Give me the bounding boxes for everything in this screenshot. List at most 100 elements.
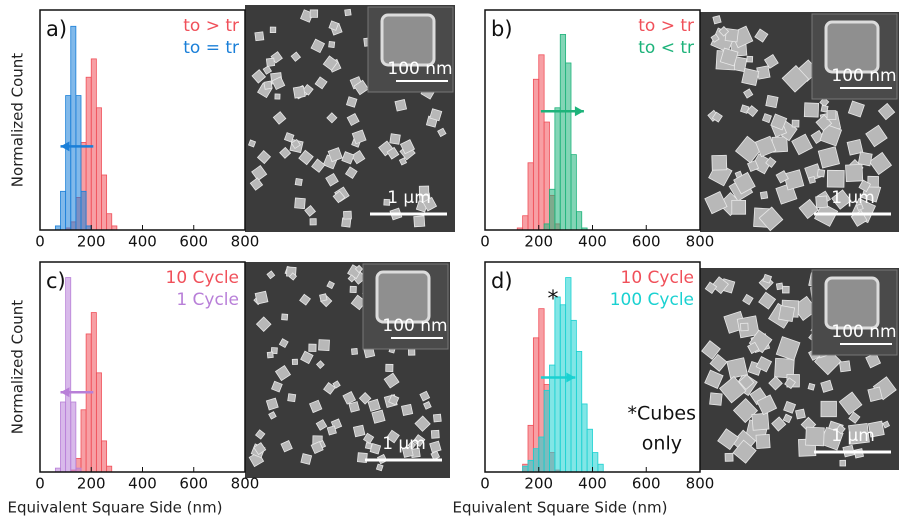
- x-tick-label: 0: [35, 475, 45, 493]
- particle: [752, 413, 769, 430]
- x-tick-label: 800: [231, 475, 260, 493]
- histogram-bar: [71, 26, 76, 230]
- histogram-bar: [582, 404, 587, 472]
- particle: [809, 177, 816, 184]
- sem-image: 100 nm1 μm: [700, 268, 899, 470]
- particle: [275, 94, 280, 99]
- histogram-bar: [66, 96, 71, 230]
- panel-label: a): [46, 17, 67, 41]
- histogram-bar: [544, 122, 549, 230]
- histogram-bar: [598, 464, 603, 472]
- histogram-bar: [593, 453, 598, 472]
- x-tick-label: 600: [179, 475, 208, 493]
- particle: [816, 196, 828, 208]
- annotation: only: [642, 433, 682, 455]
- particle: [353, 425, 365, 437]
- histogram-bar: [61, 402, 66, 472]
- inset-scale-label: 100 nm: [382, 316, 447, 336]
- x-tick-label: 200: [524, 475, 553, 493]
- particle: [827, 111, 836, 120]
- histogram-bar: [96, 108, 101, 230]
- inset-scale-label: 100 nm: [831, 322, 896, 342]
- particle: [796, 409, 806, 419]
- particle: [806, 427, 825, 446]
- particle: [264, 81, 272, 89]
- histogram-bar: [571, 155, 576, 230]
- particle: [395, 99, 407, 111]
- particle: [804, 103, 818, 117]
- particle: [319, 340, 330, 351]
- histogram-bar: [528, 460, 533, 472]
- x-tick-label: 400: [128, 475, 157, 493]
- histogram-bar: [61, 191, 66, 230]
- histogram-bar: [539, 437, 544, 472]
- particle: [782, 286, 789, 293]
- particle: [255, 291, 268, 304]
- x-tick-label: 400: [578, 475, 607, 493]
- particle: [376, 464, 383, 471]
- histogram-bar: [560, 34, 565, 230]
- histogram-bar: [528, 163, 533, 230]
- particle: [349, 402, 360, 413]
- particle: [292, 359, 297, 364]
- particle: [779, 306, 795, 322]
- particle: [818, 147, 839, 168]
- particle: [295, 198, 306, 209]
- panel-label: b): [491, 17, 513, 41]
- scale-label: 1 μm: [382, 434, 426, 454]
- x-tick-label: 600: [632, 233, 661, 251]
- histogram-bar: [587, 429, 592, 472]
- particle: [710, 393, 723, 406]
- sem-image: 100 nm1 μm: [245, 5, 455, 232]
- panel-label: c): [46, 269, 66, 293]
- particle: [732, 200, 746, 214]
- inset-scale-label: 100 nm: [831, 66, 896, 86]
- histogram-bar: [81, 410, 86, 472]
- particle: [309, 344, 316, 351]
- histogram-bar: [566, 63, 571, 230]
- histogram-bar: [107, 214, 112, 230]
- particle: [760, 192, 767, 199]
- particle: [742, 68, 759, 85]
- sem-image: 100 nm 1 μm: [245, 262, 450, 478]
- particle: [345, 9, 351, 15]
- particle: [839, 361, 850, 372]
- scale-label: 1 μm: [831, 188, 875, 208]
- histogram-bar: [533, 449, 538, 472]
- x-tick-label: 400: [578, 233, 607, 251]
- particle: [301, 454, 312, 465]
- histogram-bar: [576, 212, 581, 230]
- inset-cube: [826, 278, 878, 328]
- particle: [293, 86, 305, 98]
- histogram-bar: [555, 297, 560, 472]
- histogram-bar: [76, 96, 81, 230]
- x-tick-label: 800: [686, 475, 715, 493]
- particle: [344, 211, 352, 219]
- histogram-bar: [86, 77, 91, 230]
- particle: [827, 170, 844, 187]
- histogram-bar: [107, 466, 112, 472]
- inset-cube: [826, 22, 878, 72]
- sem-image: 100 nm 1 μm: [700, 12, 899, 232]
- particle: [776, 283, 783, 290]
- x-tick-label: 0: [480, 233, 490, 251]
- particle: [295, 178, 302, 185]
- particle: [408, 349, 415, 356]
- legend-entry: to > tr: [183, 16, 239, 36]
- histogram-bar: [523, 466, 528, 472]
- particle: [270, 27, 276, 33]
- inset-cube: [377, 272, 429, 322]
- particle: [808, 383, 815, 390]
- particle: [747, 56, 753, 62]
- particle: [821, 401, 837, 417]
- histogram-bar: [102, 175, 107, 230]
- x-tick-label: 600: [179, 233, 208, 251]
- x-axis-label: Equivalent Square Side (nm): [453, 499, 668, 517]
- particle: [433, 414, 441, 422]
- particle: [255, 32, 264, 41]
- legend-entry: to < tr: [638, 38, 694, 58]
- particle: [868, 387, 882, 401]
- particle: [766, 95, 778, 107]
- figure: 100 nm1 μmto > trto = tr0200400600800a)N…: [0, 0, 899, 517]
- particle: [846, 164, 863, 181]
